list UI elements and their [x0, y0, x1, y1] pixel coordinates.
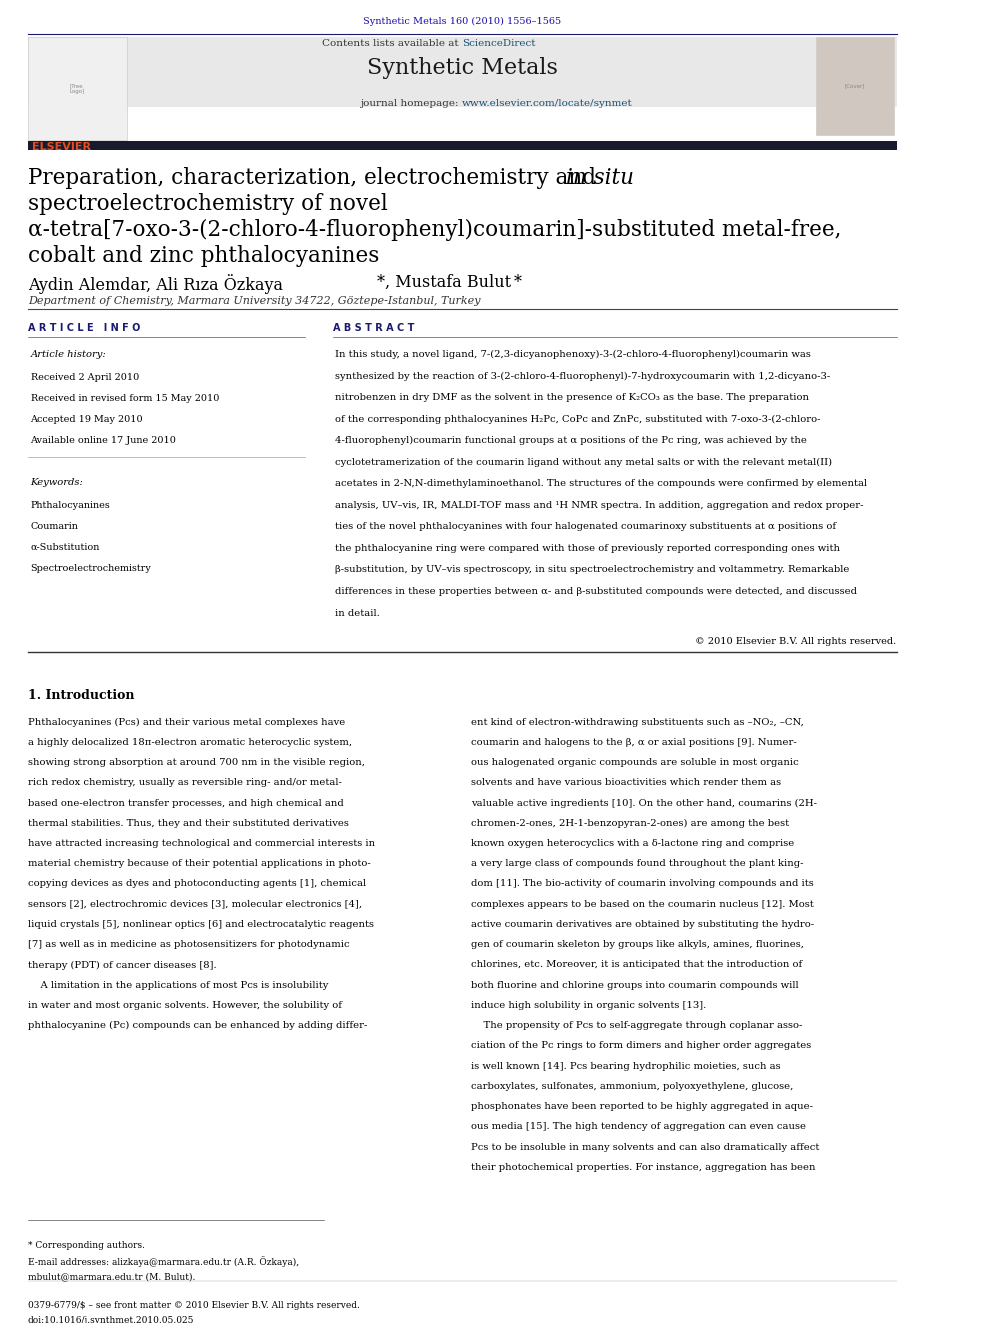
Text: active coumarin derivatives are obtained by substituting the hydro-: active coumarin derivatives are obtained…	[471, 919, 814, 929]
Text: mbulut@marmara.edu.tr (M. Bulut).: mbulut@marmara.edu.tr (M. Bulut).	[28, 1271, 195, 1281]
Text: α-tetra[7-oxo-3-(2-chloro-4-fluorophenyl)coumarin]-substituted metal-free,: α-tetra[7-oxo-3-(2-chloro-4-fluorophenyl…	[28, 220, 841, 242]
Text: ous media [15]. The high tendency of aggregation can even cause: ous media [15]. The high tendency of agg…	[471, 1122, 806, 1131]
Text: material chemistry because of their potential applications in photo-: material chemistry because of their pote…	[28, 859, 370, 868]
FancyBboxPatch shape	[28, 142, 897, 151]
Text: * Corresponding authors.: * Corresponding authors.	[28, 1241, 145, 1249]
Text: Pcs to be insoluble in many solvents and can also dramatically affect: Pcs to be insoluble in many solvents and…	[471, 1143, 819, 1151]
Text: known oxygen heterocyclics with a δ-lactone ring and comprise: known oxygen heterocyclics with a δ-lact…	[471, 839, 795, 848]
Text: A limitation in the applications of most Pcs is insolubility: A limitation in the applications of most…	[28, 980, 328, 990]
Text: [Cover]: [Cover]	[845, 83, 865, 89]
Text: therapy (PDT) of cancer diseases [8].: therapy (PDT) of cancer diseases [8].	[28, 960, 216, 970]
Text: ELSEVIER: ELSEVIER	[33, 143, 91, 152]
Text: *: *	[514, 274, 522, 291]
Text: Aydin Alemdar, Ali Rıza Özkaya: Aydin Alemdar, Ali Rıza Özkaya	[28, 274, 283, 294]
Text: 0379-6779/$ – see front matter © 2010 Elsevier B.V. All rights reserved.: 0379-6779/$ – see front matter © 2010 El…	[28, 1301, 360, 1310]
Text: ties of the novel phthalocyanines with four halogenated coumarinoxy substituents: ties of the novel phthalocyanines with f…	[334, 523, 835, 532]
Text: Phthalocyanines: Phthalocyanines	[31, 501, 110, 511]
Text: Received 2 April 2010: Received 2 April 2010	[31, 373, 139, 382]
Text: dom [11]. The bio-activity of coumarin involving compounds and its: dom [11]. The bio-activity of coumarin i…	[471, 880, 814, 889]
Text: Accepted 19 May 2010: Accepted 19 May 2010	[31, 415, 143, 425]
Text: the phthalocyanine ring were compared with those of previously reported correspo: the phthalocyanine ring were compared wi…	[334, 544, 839, 553]
Text: phthalocyanine (Pc) compounds can be enhanced by adding differ-: phthalocyanine (Pc) compounds can be enh…	[28, 1021, 367, 1031]
Text: Article history:: Article history:	[31, 351, 106, 359]
Text: liquid crystals [5], nonlinear optics [6] and electrocatalytic reagents: liquid crystals [5], nonlinear optics [6…	[28, 919, 374, 929]
Text: analysis, UV–vis, IR, MALDI-TOF mass and ¹H NMR spectra. In addition, aggregatio: analysis, UV–vis, IR, MALDI-TOF mass and…	[334, 501, 863, 509]
Text: valuable active ingredients [10]. On the other hand, coumarins (2H-: valuable active ingredients [10]. On the…	[471, 799, 817, 807]
Text: © 2010 Elsevier B.V. All rights reserved.: © 2010 Elsevier B.V. All rights reserved…	[695, 636, 897, 646]
Text: Available online 17 June 2010: Available online 17 June 2010	[31, 437, 177, 445]
Text: Contents lists available at: Contents lists available at	[322, 40, 462, 48]
Text: a very large class of compounds found throughout the plant king-: a very large class of compounds found th…	[471, 859, 804, 868]
Text: in water and most organic solvents. However, the solubility of: in water and most organic solvents. Howe…	[28, 1002, 341, 1009]
Text: rich redox chemistry, usually as reversible ring- and/or metal-: rich redox chemistry, usually as reversi…	[28, 778, 341, 787]
Text: phosphonates have been reported to be highly aggregated in aque-: phosphonates have been reported to be hi…	[471, 1102, 813, 1111]
Text: showing strong absorption at around 700 nm in the visible region,: showing strong absorption at around 700 …	[28, 758, 365, 767]
Text: cobalt and zinc phthalocyanines: cobalt and zinc phthalocyanines	[28, 246, 379, 267]
Text: ciation of the Pc rings to form dimers and higher order aggregates: ciation of the Pc rings to form dimers a…	[471, 1041, 811, 1050]
Text: chlorines, etc. Moreover, it is anticipated that the introduction of: chlorines, etc. Moreover, it is anticipa…	[471, 960, 803, 970]
Text: of the corresponding phthalocyanines H₂Pc, CoPc and ZnPc, substituted with 7-oxo: of the corresponding phthalocyanines H₂P…	[334, 414, 820, 423]
Text: Synthetic Metals: Synthetic Metals	[367, 57, 558, 79]
Text: Phthalocyanines (Pcs) and their various metal complexes have: Phthalocyanines (Pcs) and their various …	[28, 717, 345, 726]
Text: ScienceDirect: ScienceDirect	[462, 40, 536, 48]
Text: In this study, a novel ligand, 7-(2,3-dicyanophenoxy)-3-(2-chloro-4-fluorophenyl: In this study, a novel ligand, 7-(2,3-di…	[334, 351, 810, 359]
Text: solvents and have various bioactivities which render them as: solvents and have various bioactivities …	[471, 778, 782, 787]
Text: coumarin and halogens to the β, α or axial positions [9]. Numer-: coumarin and halogens to the β, α or axi…	[471, 738, 798, 746]
FancyBboxPatch shape	[28, 37, 897, 107]
Text: Preparation, characterization, electrochemistry and: Preparation, characterization, electroch…	[28, 167, 602, 189]
Text: a highly delocalized 18π-electron aromatic heterocyclic system,: a highly delocalized 18π-electron aromat…	[28, 738, 352, 746]
Text: www.elsevier.com/locate/synmet: www.elsevier.com/locate/synmet	[462, 99, 633, 108]
Text: Coumarin: Coumarin	[31, 523, 78, 532]
Text: ous halogenated organic compounds are soluble in most organic: ous halogenated organic compounds are so…	[471, 758, 800, 767]
Text: 4-fluorophenyl)coumarin functional groups at α positions of the Pc ring, was ach: 4-fluorophenyl)coumarin functional group…	[334, 437, 806, 446]
Text: The propensity of Pcs to self-aggregate through coplanar asso-: The propensity of Pcs to self-aggregate …	[471, 1021, 803, 1031]
Text: in detail.: in detail.	[334, 609, 379, 618]
Text: carboxylates, sulfonates, ammonium, polyoxyethylene, glucose,: carboxylates, sulfonates, ammonium, poly…	[471, 1082, 794, 1091]
Text: is well known [14]. Pcs bearing hydrophilic moieties, such as: is well known [14]. Pcs bearing hydrophi…	[471, 1061, 781, 1070]
Text: β-substitution, by UV–vis spectroscopy, in situ spectroelectrochemistry and volt: β-substitution, by UV–vis spectroscopy, …	[334, 565, 849, 574]
Text: α-Substitution: α-Substitution	[31, 544, 100, 552]
Text: in situ: in situ	[565, 167, 634, 189]
Text: ent kind of electron-withdrawing substituents such as –NO₂, –CN,: ent kind of electron-withdrawing substit…	[471, 717, 805, 726]
Text: cyclotetramerization of the coumarin ligand without any metal salts or with the : cyclotetramerization of the coumarin lig…	[334, 458, 831, 467]
FancyBboxPatch shape	[28, 37, 127, 140]
Text: Department of Chemistry, Marmara University 34722, Göztepe-Istanbul, Turkey: Department of Chemistry, Marmara Univers…	[28, 296, 480, 307]
Text: their photochemical properties. For instance, aggregation has been: their photochemical properties. For inst…	[471, 1163, 816, 1172]
Text: based one-electron transfer processes, and high chemical and: based one-electron transfer processes, a…	[28, 799, 343, 807]
Text: copying devices as dyes and photoconducting agents [1], chemical: copying devices as dyes and photoconduct…	[28, 880, 366, 889]
Text: E-mail addresses: alizkaya@marmara.edu.tr (A.R. Özkaya),: E-mail addresses: alizkaya@marmara.edu.t…	[28, 1257, 299, 1267]
Text: complexes appears to be based on the coumarin nucleus [12]. Most: complexes appears to be based on the cou…	[471, 900, 814, 909]
Text: chromen-2-ones, 2H-1-benzopyran-2-ones) are among the best: chromen-2-ones, 2H-1-benzopyran-2-ones) …	[471, 819, 790, 828]
Text: thermal stabilities. Thus, they and their substituted derivatives: thermal stabilities. Thus, they and thei…	[28, 819, 348, 828]
Text: Spectroelectrochemistry: Spectroelectrochemistry	[31, 564, 152, 573]
Text: nitrobenzen in dry DMF as the solvent in the presence of K₂CO₃ as the base. The : nitrobenzen in dry DMF as the solvent in…	[334, 393, 808, 402]
Text: [Tree
Logo]: [Tree Logo]	[69, 83, 84, 94]
Text: doi:10.1016/j.synthmet.2010.05.025: doi:10.1016/j.synthmet.2010.05.025	[28, 1316, 194, 1323]
Text: Keywords:: Keywords:	[31, 478, 83, 487]
Text: have attracted increasing technological and commercial interests in: have attracted increasing technological …	[28, 839, 375, 848]
Text: both fluorine and chlorine groups into coumarin compounds will: both fluorine and chlorine groups into c…	[471, 980, 799, 990]
Text: journal homepage:: journal homepage:	[360, 99, 462, 108]
Text: *, Mustafa Bulut: *, Mustafa Bulut	[377, 274, 511, 291]
Text: 1. Introduction: 1. Introduction	[28, 689, 134, 701]
Text: differences in these properties between α- and β-substituted compounds were dete: differences in these properties between …	[334, 587, 857, 595]
Text: Synthetic Metals 160 (2010) 1556–1565: Synthetic Metals 160 (2010) 1556–1565	[363, 17, 561, 26]
Text: induce high solubility in organic solvents [13].: induce high solubility in organic solven…	[471, 1002, 706, 1009]
Text: spectroelectrochemistry of novel: spectroelectrochemistry of novel	[28, 193, 388, 216]
Text: A R T I C L E   I N F O: A R T I C L E I N F O	[28, 323, 140, 332]
Text: Received in revised form 15 May 2010: Received in revised form 15 May 2010	[31, 394, 219, 404]
Text: gen of coumarin skeleton by groups like alkyls, amines, fluorines,: gen of coumarin skeleton by groups like …	[471, 941, 805, 949]
Text: acetates in 2-N,N-dimethylaminoethanol. The structures of the compounds were con: acetates in 2-N,N-dimethylaminoethanol. …	[334, 479, 867, 488]
Text: synthesized by the reaction of 3-(2-chloro-4-fluorophenyl)-7-hydroxycoumarin wit: synthesized by the reaction of 3-(2-chlo…	[334, 372, 830, 381]
Text: A B S T R A C T: A B S T R A C T	[332, 323, 414, 332]
Text: sensors [2], electrochromic devices [3], molecular electronics [4],: sensors [2], electrochromic devices [3],…	[28, 900, 362, 909]
Text: [7] as well as in medicine as photosensitizers for photodynamic: [7] as well as in medicine as photosensi…	[28, 941, 349, 949]
FancyBboxPatch shape	[816, 37, 894, 135]
